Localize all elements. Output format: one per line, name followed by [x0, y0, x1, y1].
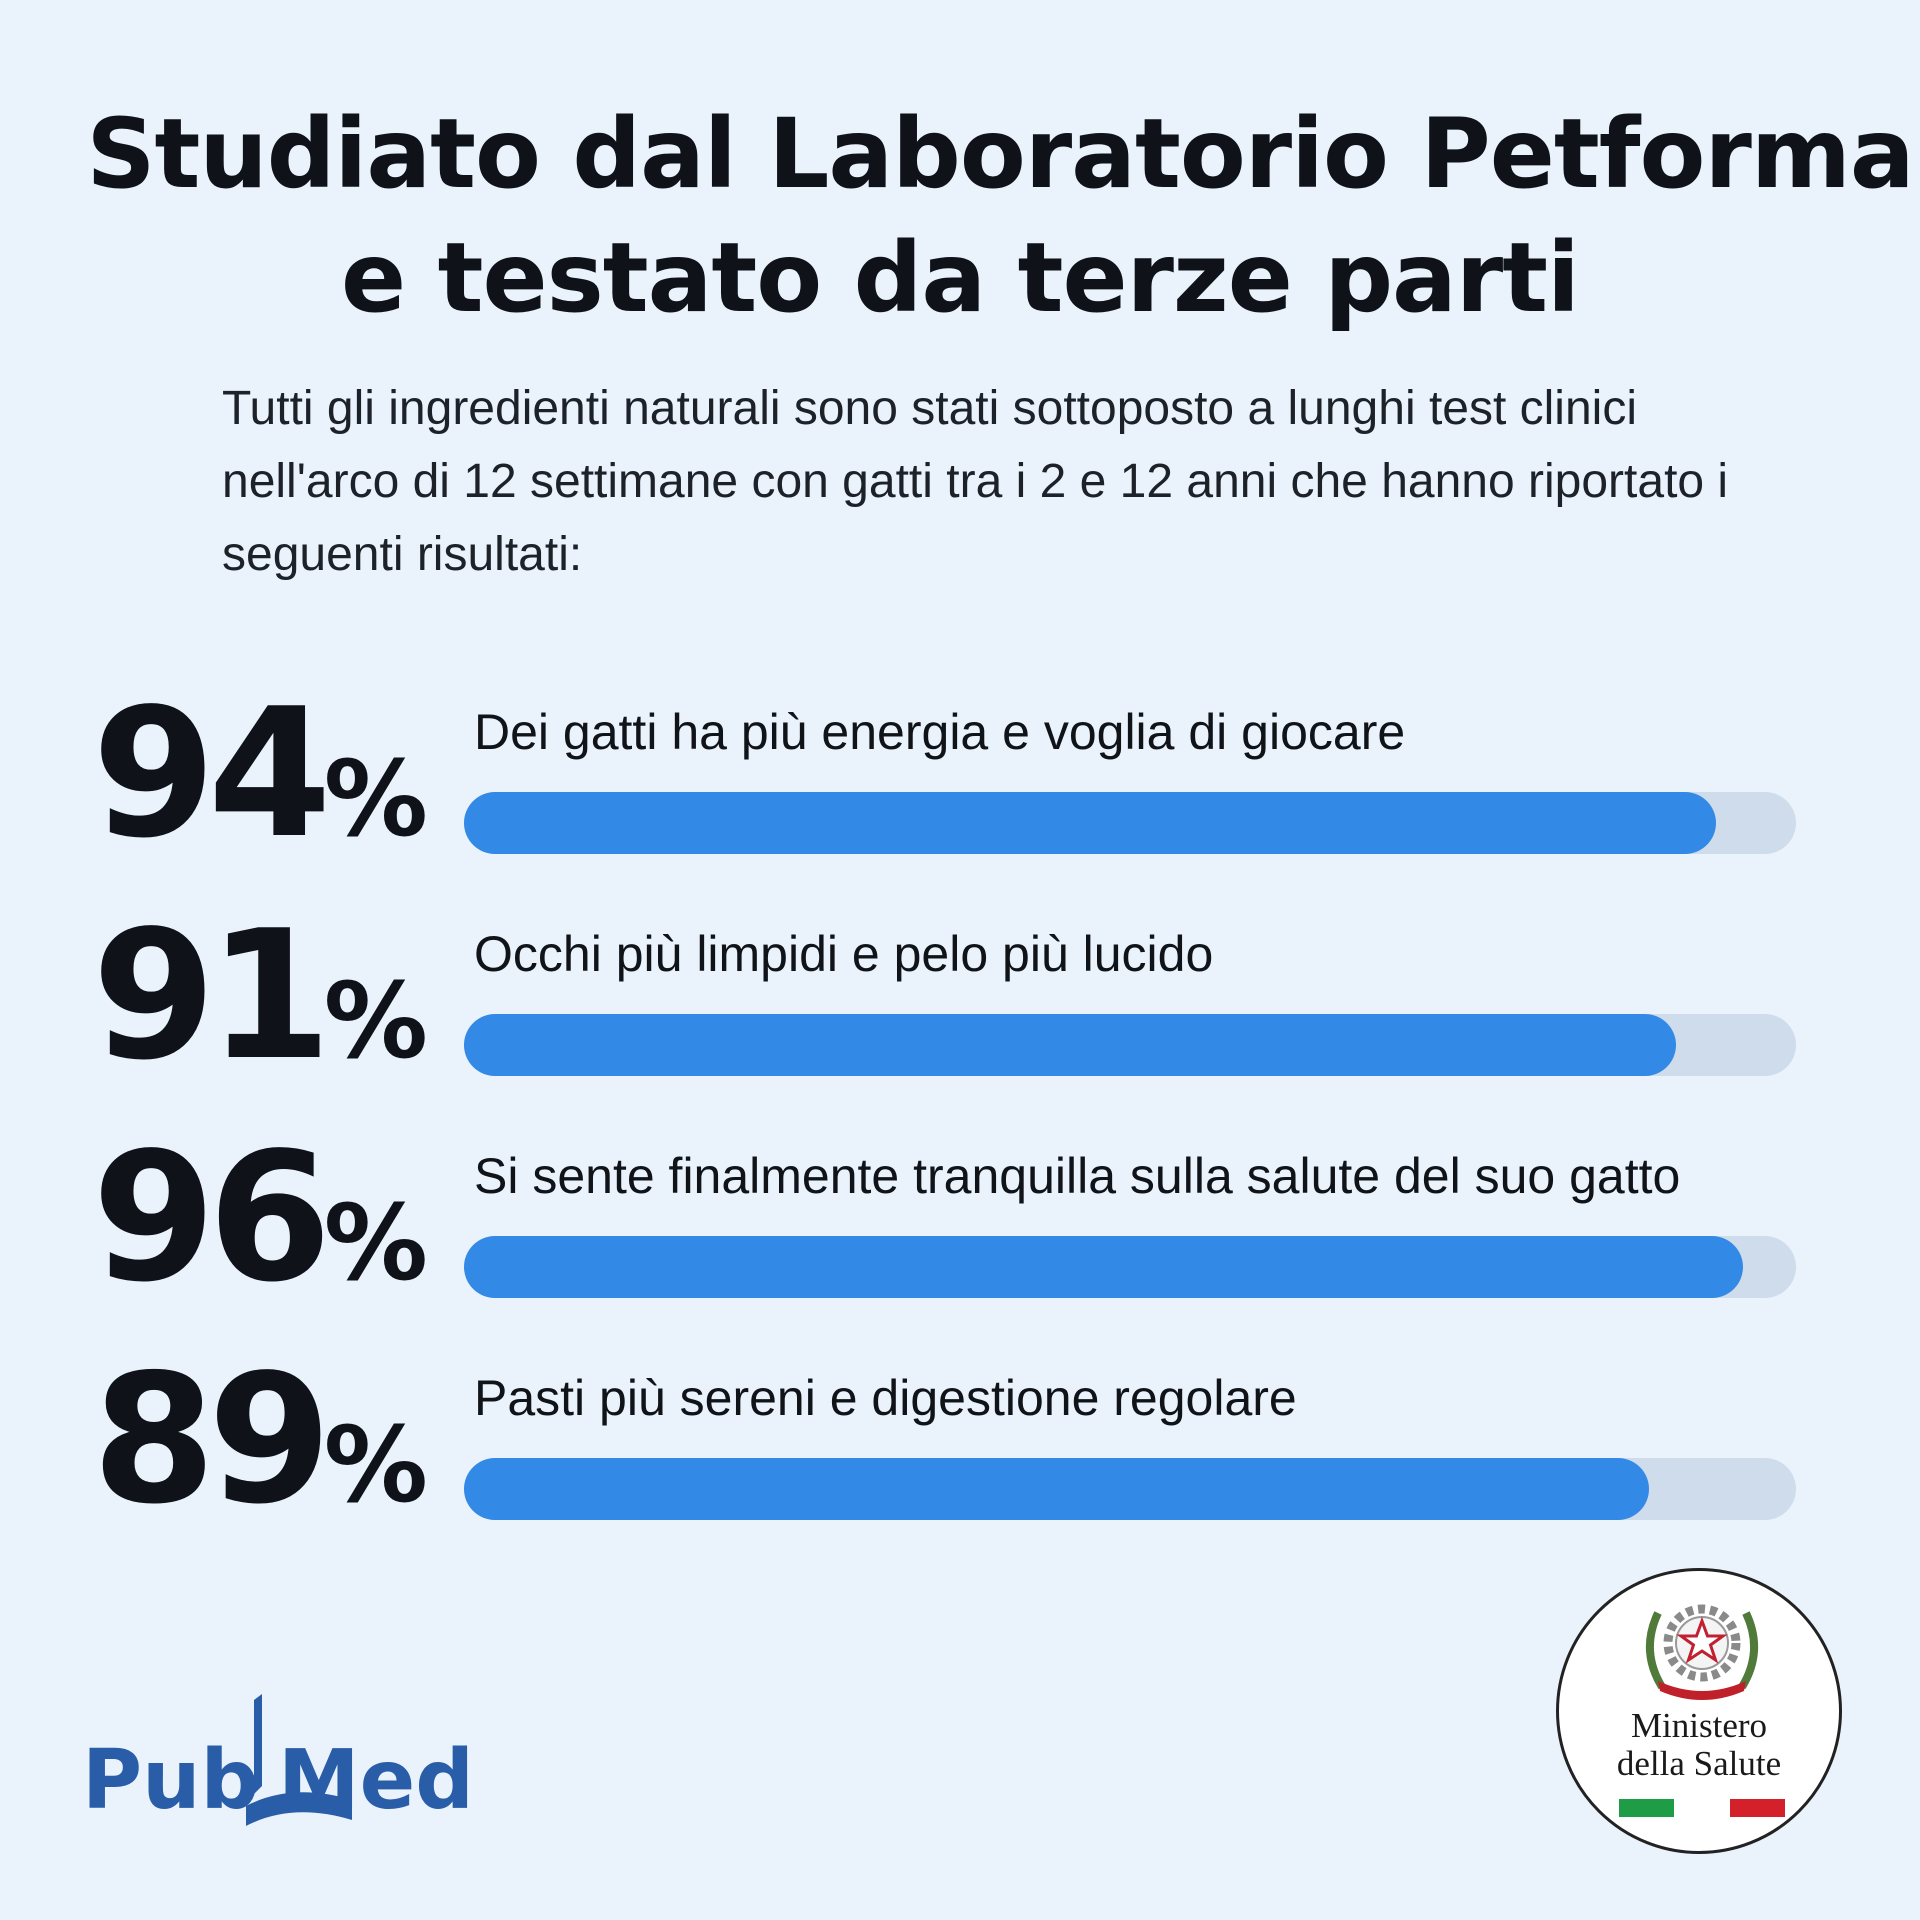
intro-paragraph: Tutti gli ingredienti naturali sono stat… — [222, 382, 1729, 581]
percentage-number: 94 — [92, 670, 332, 877]
flag-green-band — [1619, 1799, 1675, 1817]
flag-red-band — [1729, 1799, 1785, 1817]
bar-fill — [464, 792, 1716, 854]
percentage-sign: % — [323, 960, 428, 1082]
percentage-sign: % — [323, 1182, 428, 1304]
result-label: Dei gatti ha più energia e voglia di gio… — [474, 704, 1406, 760]
bar-fill — [464, 1458, 1649, 1520]
seal-line-1: Ministero — [1630, 1706, 1768, 1745]
book-icon — [246, 1694, 352, 1826]
page-title: Studiato dal Laboratorio Petforma e test… — [0, 92, 1920, 340]
seal-ministry-name: Ministero della Salute — [1559, 1707, 1839, 1783]
percentage-value: 96% — [92, 1128, 428, 1333]
pubmed-logo-text-med: Med — [278, 1733, 474, 1828]
result-label: Pasti più sereni e digestione regolare — [474, 1370, 1297, 1426]
result-label: Occhi più limpidi e pelo più lucido — [474, 926, 1214, 982]
result-row: 94% Dei gatti ha più energia e voglia di … — [0, 684, 1920, 884]
pubmed-logo: Pub Med — [82, 1690, 474, 1840]
bar-fill — [464, 1014, 1676, 1076]
italian-republic-emblem-icon — [1645, 1604, 1759, 1700]
result-row: 91% Occhi più limpidi e pelo più lucido — [0, 906, 1920, 1106]
ministero-della-salute-seal: Ministero della Salute — [1556, 1568, 1842, 1854]
flag-white-band — [1674, 1799, 1730, 1817]
percentage-value: 94% — [92, 684, 428, 889]
bar-track — [464, 1236, 1796, 1298]
result-row: 96% Si sente finalmente tranquilla sulla … — [0, 1128, 1920, 1328]
bar-track — [464, 1458, 1796, 1520]
percentage-number: 96 — [92, 1114, 332, 1321]
title-line-1: Studiato dal Laboratorio Petforma — [86, 98, 1914, 210]
percentage-sign: % — [323, 738, 428, 860]
italian-flag-stripe — [1619, 1799, 1785, 1817]
result-row: 89% Pasti più sereni e digestione regolar… — [0, 1350, 1920, 1550]
percentage-number: 91 — [92, 892, 332, 1099]
pubmed-logo-text-pub: Pub — [82, 1733, 260, 1828]
result-label: Si sente finalmente tranquilla sulla sal… — [474, 1148, 1681, 1204]
percentage-number: 89 — [92, 1336, 332, 1543]
percentage-value: 91% — [92, 906, 428, 1111]
bar-track — [464, 792, 1796, 854]
percentage-sign: % — [323, 1404, 428, 1526]
bar-track — [464, 1014, 1796, 1076]
percentage-value: 89% — [92, 1350, 428, 1555]
seal-line-2: della Salute — [1616, 1744, 1782, 1783]
title-line-2: e testato da terze parti — [341, 222, 1580, 334]
bar-fill — [464, 1236, 1743, 1298]
